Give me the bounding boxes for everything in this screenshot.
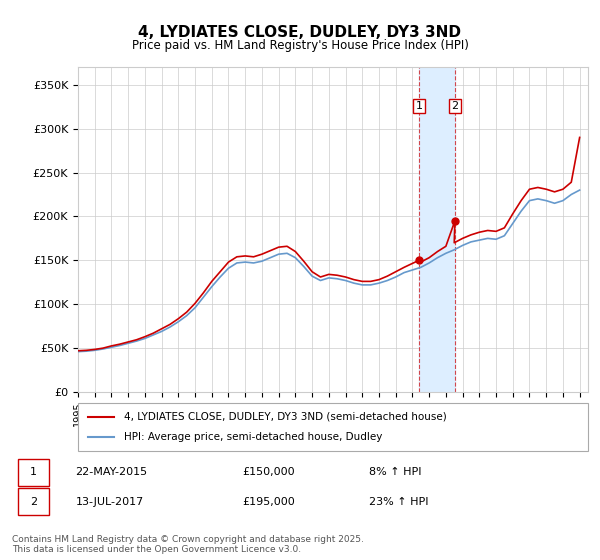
Text: 13-JUL-2017: 13-JUL-2017 [76, 497, 143, 507]
Text: 2: 2 [451, 101, 458, 111]
Bar [419, 67, 455, 392]
FancyBboxPatch shape [78, 403, 588, 451]
Text: £195,000: £195,000 [242, 497, 295, 507]
Text: 1: 1 [30, 468, 37, 478]
Text: 2: 2 [30, 497, 37, 507]
Text: £150,000: £150,000 [242, 468, 295, 478]
Text: 22-MAY-2015: 22-MAY-2015 [76, 468, 148, 478]
Text: Contains HM Land Registry data © Crown copyright and database right 2025.
This d: Contains HM Land Registry data © Crown c… [12, 535, 364, 554]
Text: 4, LYDIATES CLOSE, DUDLEY, DY3 3ND (semi-detached house): 4, LYDIATES CLOSE, DUDLEY, DY3 3ND (semi… [124, 412, 446, 422]
FancyBboxPatch shape [18, 459, 49, 486]
FancyBboxPatch shape [18, 488, 49, 515]
Text: Price paid vs. HM Land Registry's House Price Index (HPI): Price paid vs. HM Land Registry's House … [131, 39, 469, 52]
Text: 23% ↑ HPI: 23% ↑ HPI [369, 497, 428, 507]
Text: 1: 1 [415, 101, 422, 111]
Text: HPI: Average price, semi-detached house, Dudley: HPI: Average price, semi-detached house,… [124, 432, 382, 442]
Text: 4, LYDIATES CLOSE, DUDLEY, DY3 3ND: 4, LYDIATES CLOSE, DUDLEY, DY3 3ND [139, 25, 461, 40]
Text: 8% ↑ HPI: 8% ↑ HPI [369, 468, 422, 478]
